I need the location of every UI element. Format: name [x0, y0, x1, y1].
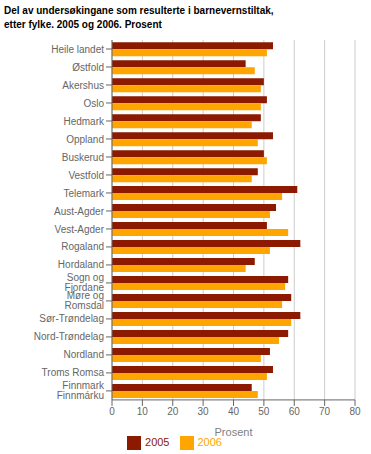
svg-text:Aust-Agder: Aust-Agder: [54, 206, 105, 217]
svg-text:FinnmarkFinnmárku: FinnmarkFinnmárku: [57, 380, 105, 401]
svg-text:Nord-Trøndelag: Nord-Trøndelag: [34, 331, 104, 342]
svg-text:Møre ogRomsdal: Møre ogRomsdal: [65, 290, 104, 311]
svg-text:Akershus: Akershus: [62, 80, 104, 91]
svg-text:Vest-Agder: Vest-Agder: [55, 224, 105, 235]
svg-text:Hedmark: Hedmark: [63, 116, 105, 127]
svg-text:Nordland: Nordland: [63, 349, 104, 360]
svg-text:30: 30: [198, 406, 210, 417]
svg-text:70: 70: [319, 406, 331, 417]
svg-text:50: 50: [258, 406, 270, 417]
svg-text:0: 0: [109, 406, 115, 417]
svg-text:Oppland: Oppland: [66, 134, 104, 145]
svg-text:40: 40: [228, 406, 240, 417]
svg-text:80: 80: [349, 406, 361, 417]
svg-text:Sør-Trøndelag: Sør-Trøndelag: [39, 313, 104, 324]
svg-text:Rogaland: Rogaland: [61, 241, 104, 252]
svg-text:Telemark: Telemark: [63, 188, 105, 199]
svg-text:Prosent: Prosent: [215, 426, 253, 438]
svg-text:Østfold: Østfold: [72, 62, 104, 73]
svg-text:Heile landet: Heile landet: [51, 44, 104, 55]
svg-text:Buskerud: Buskerud: [62, 152, 104, 163]
svg-text:60: 60: [289, 406, 301, 417]
svg-text:Troms Romsa: Troms Romsa: [42, 367, 105, 378]
svg-text:10: 10: [137, 406, 149, 417]
svg-text:Oslo: Oslo: [83, 98, 104, 109]
svg-text:Vestfold: Vestfold: [68, 170, 104, 181]
svg-text:Hordaland: Hordaland: [58, 259, 104, 270]
svg-text:20: 20: [167, 406, 179, 417]
